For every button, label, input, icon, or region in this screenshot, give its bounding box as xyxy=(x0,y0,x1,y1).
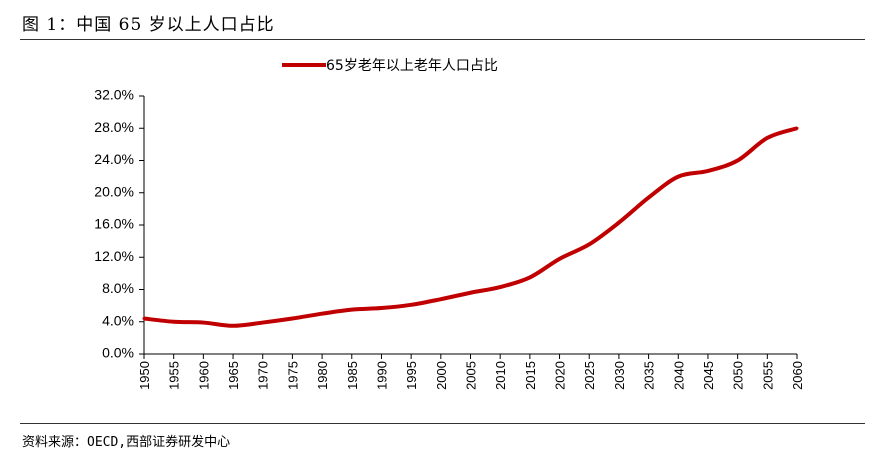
data-point xyxy=(528,275,532,279)
data-point xyxy=(320,312,324,316)
x-axis: 1950 1955 1960 1965 1970 1975 1980 1985 1990 1995… xyxy=(137,353,805,390)
data-point xyxy=(617,221,621,225)
x-tick-label: 2040 xyxy=(671,361,686,390)
data-point xyxy=(676,175,680,179)
data-point xyxy=(647,196,651,200)
x-tick-label: 2010 xyxy=(493,361,508,390)
data-point xyxy=(558,257,562,261)
data-point xyxy=(736,159,740,162)
x-tick-label: 1955 xyxy=(167,361,182,390)
y-tick-label: 32.0% xyxy=(94,87,134,103)
series-line xyxy=(143,126,798,328)
x-tick-label: 1990 xyxy=(374,361,389,390)
x-tick-label: 1995 xyxy=(404,361,419,390)
y-tick-label: 8.0% xyxy=(102,280,134,296)
data-point xyxy=(201,321,205,325)
y-tick-label: 16.0% xyxy=(94,216,134,232)
x-tick-label: 2055 xyxy=(760,361,775,390)
x-tick-label: 1965 xyxy=(226,361,241,390)
data-point xyxy=(379,306,383,310)
y-axis: 0.0% 4.0% 8.0% 12.0% 16.0% 20.0% 24.0% 28.0% 32.… xyxy=(94,87,145,361)
data-point xyxy=(231,324,235,328)
data-point xyxy=(172,320,176,324)
y-tick-label: 28.0% xyxy=(94,119,134,135)
data-point xyxy=(350,308,354,312)
y-tick-label: 12.0% xyxy=(94,248,134,264)
x-tick-label: 1985 xyxy=(345,361,360,390)
y-tick-label: 4.0% xyxy=(102,312,134,328)
data-point xyxy=(469,291,472,295)
x-tick-label: 2045 xyxy=(701,361,716,390)
data-point xyxy=(706,169,710,173)
x-tick-label: 2020 xyxy=(553,361,568,390)
x-tick-label: 2060 xyxy=(790,361,805,390)
x-tick-label: 2035 xyxy=(642,361,657,390)
legend-label: 65岁老年以上老年人口占比 xyxy=(326,58,498,74)
x-tick-label: 2030 xyxy=(612,361,627,390)
bottom-rule xyxy=(20,423,865,424)
data-point xyxy=(439,297,443,301)
chart-legend: 65岁老年以上老年人口占比 xyxy=(282,58,498,74)
data-point xyxy=(142,317,146,321)
x-tick-label: 2015 xyxy=(523,361,538,390)
series-layer xyxy=(142,126,799,328)
x-tick-label: 1975 xyxy=(285,361,300,390)
x-tick-label: 2005 xyxy=(464,361,479,390)
x-tick-label: 2000 xyxy=(434,361,449,390)
x-tick-label: 2025 xyxy=(582,361,597,390)
data-point xyxy=(261,321,265,325)
x-tick-label: 1950 xyxy=(137,361,152,390)
data-point xyxy=(795,126,799,130)
top-rule xyxy=(20,39,865,40)
source-note: 资料来源：OECD,西部证券研发中心 xyxy=(22,435,231,450)
data-point xyxy=(290,317,294,321)
data-point xyxy=(587,242,591,246)
data-point xyxy=(765,136,769,140)
data-point xyxy=(498,285,502,289)
figure-title: 图 1：中国 65 岁以上人口占比 xyxy=(22,15,275,35)
x-tick-label: 1980 xyxy=(315,361,330,390)
x-tick-label: 2050 xyxy=(731,361,746,390)
x-tick-label: 1970 xyxy=(256,361,271,390)
y-tick-label: 20.0% xyxy=(94,183,134,199)
y-tick-label: 0.0% xyxy=(102,345,134,361)
data-point xyxy=(409,303,413,307)
x-tick-label: 1960 xyxy=(196,361,211,390)
y-tick-label: 24.0% xyxy=(94,151,134,167)
